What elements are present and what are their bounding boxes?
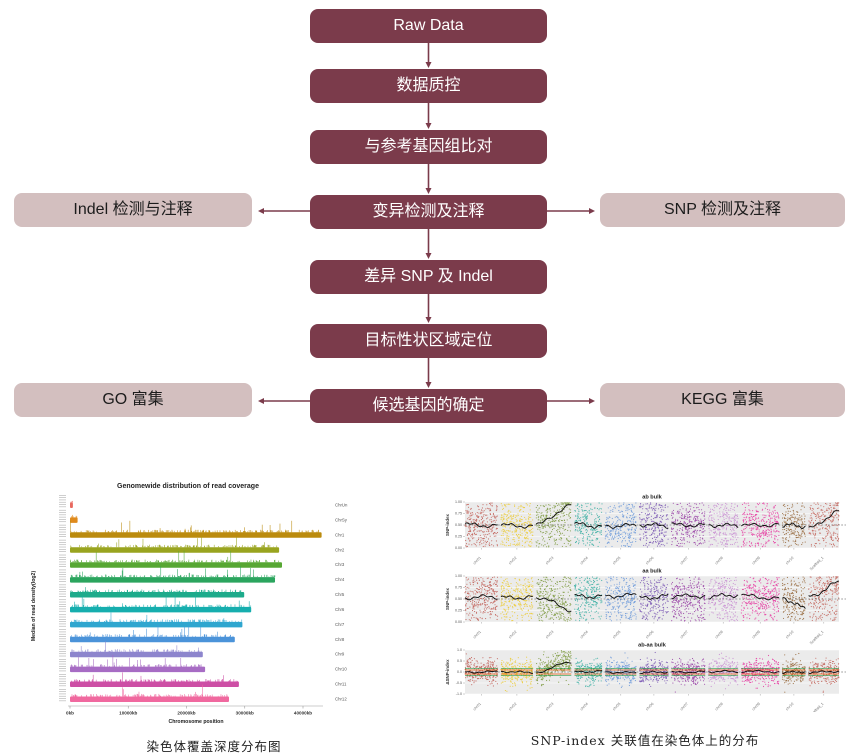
svg-text:Chr12: Chr12 — [335, 697, 347, 702]
flow-node-kegg: KEGG 富集 — [600, 383, 845, 417]
svg-text:1.00: 1.00 — [455, 574, 462, 578]
flow-arrows — [258, 43, 595, 404]
svg-text:30000kb: 30000kb — [236, 711, 254, 716]
svg-text:chr04: chr04 — [579, 702, 589, 712]
svg-text:chr02: chr02 — [508, 702, 518, 712]
svg-text:0.25: 0.25 — [455, 609, 462, 613]
snp-index-chart-canvas: ab bulk chr01 chr02 chr03 chr04 chr05 chr06 chr… — [445, 495, 846, 712]
snp-index-chart: ab bulk chr01 chr02 chr03 chr04 chr05 chr06 chr… — [443, 490, 847, 749]
svg-text:chr10: chr10 — [785, 556, 795, 566]
svg-text:chr10: chr10 — [785, 630, 795, 640]
svg-text:0.00: 0.00 — [455, 620, 462, 624]
svg-text:Chr10: Chr10 — [335, 667, 347, 672]
svg-text:0.5: 0.5 — [457, 659, 462, 663]
svg-text:chr08: chr08 — [714, 702, 724, 712]
svg-text:0.50: 0.50 — [455, 597, 462, 601]
svg-text:SNP-index: SNP-index — [445, 587, 450, 610]
svg-text:Chr6: Chr6 — [335, 607, 345, 612]
svg-text:chr02: chr02 — [508, 556, 518, 566]
svg-text:ab bulk: ab bulk — [642, 495, 662, 501]
flow-node-diff: 差异 SNP 及 Indel — [310, 260, 547, 294]
svg-text:0.75: 0.75 — [455, 512, 462, 516]
svg-text:Chr9: Chr9 — [335, 652, 345, 657]
svg-text:chr10: chr10 — [785, 702, 795, 712]
snp-index-chart-caption: SNP-index 关联值在染色体上的分布 — [530, 733, 760, 748]
svg-text:0.75: 0.75 — [455, 586, 462, 590]
flow-node-snp: SNP 检测及注释 — [600, 193, 845, 227]
svg-text:Chr5: Chr5 — [335, 592, 345, 597]
coverage-chart: Genomewide distribution of read coverage… — [28, 468, 400, 755]
svg-text:0.25: 0.25 — [455, 535, 462, 539]
flow-node-indel: Indel 检测与注释 — [14, 193, 252, 227]
svg-text:chr06: chr06 — [645, 556, 655, 566]
svg-text:Chr8: Chr8 — [335, 637, 345, 642]
svg-text:chr07: chr07 — [679, 702, 689, 712]
svg-text:1.0: 1.0 — [457, 648, 462, 652]
svg-text:chr08: chr08 — [714, 630, 724, 640]
svg-text:Chr7: Chr7 — [335, 622, 345, 627]
svg-text:chr07: chr07 — [679, 556, 689, 566]
svg-text:Scaffold_1: Scaffold_1 — [809, 702, 824, 712]
svg-text:-0.5: -0.5 — [456, 681, 462, 685]
svg-text:Scaffold_1: Scaffold_1 — [809, 630, 824, 645]
svg-text:-1.0: -1.0 — [456, 692, 462, 696]
svg-text:chr06: chr06 — [645, 702, 655, 712]
svg-text:Median of read density(log2): Median of read density(log2) — [31, 571, 37, 642]
svg-text:chr01: chr01 — [472, 702, 482, 712]
svg-text:chr03: chr03 — [545, 630, 555, 640]
svg-text:chr09: chr09 — [751, 556, 761, 566]
svg-text:Chromosome position: Chromosome position — [168, 719, 223, 725]
svg-text:chr04: chr04 — [579, 630, 589, 640]
coverage-chart-canvas: Genomewide distribution of read coverage… — [31, 483, 348, 725]
svg-text:0.00: 0.00 — [455, 546, 462, 550]
svg-text:chr09: chr09 — [751, 630, 761, 640]
svg-text:SNP-index: SNP-index — [445, 513, 450, 536]
svg-text:Genomewide distribution of rea: Genomewide distribution of read coverage — [117, 483, 259, 490]
svg-text:Chr1: Chr1 — [335, 532, 345, 537]
svg-text:chr06: chr06 — [645, 630, 655, 640]
flow-node-align: 与参考基因组比对 — [310, 130, 547, 164]
flow-node-raw-data: Raw Data — [310, 9, 547, 43]
svg-text:Chr2: Chr2 — [335, 547, 345, 552]
svg-text:ΔSNP-index: ΔSNP-index — [445, 659, 450, 685]
svg-text:chr05: chr05 — [612, 556, 622, 566]
flow-node-qc: 数据质控 — [310, 69, 547, 103]
svg-text:1.00: 1.00 — [455, 500, 462, 504]
svg-text:0kb: 0kb — [66, 711, 74, 716]
flow-node-candidate: 候选基因的确定 — [310, 389, 547, 423]
flow-node-region: 目标性状区域定位 — [310, 324, 547, 358]
svg-text:chr03: chr03 — [545, 702, 555, 712]
svg-text:ab-aa bulk: ab-aa bulk — [638, 643, 667, 649]
svg-text:chr02: chr02 — [508, 630, 518, 640]
svg-text:chr01: chr01 — [472, 556, 482, 566]
svg-text:chr08: chr08 — [714, 556, 724, 566]
svg-text:Chr3: Chr3 — [335, 562, 345, 567]
flow-node-go: GO 富集 — [14, 383, 252, 417]
svg-text:40000kb: 40000kb — [294, 711, 312, 716]
svg-text:10000kb: 10000kb — [119, 711, 137, 716]
svg-text:20000kb: 20000kb — [177, 711, 195, 716]
svg-text:Scaffold_1: Scaffold_1 — [809, 556, 824, 571]
svg-text:ChrUn: ChrUn — [335, 503, 348, 508]
svg-text:chr03: chr03 — [545, 556, 555, 566]
svg-text:chr01: chr01 — [472, 630, 482, 640]
svg-text:chr05: chr05 — [612, 630, 622, 640]
svg-text:Chr4: Chr4 — [335, 577, 345, 582]
svg-text:ChrSy: ChrSy — [335, 517, 348, 522]
svg-text:chr04: chr04 — [579, 556, 589, 566]
coverage-chart-caption: 染色体覆盖深度分布图 — [146, 739, 282, 754]
svg-text:chr07: chr07 — [679, 630, 689, 640]
svg-text:chr05: chr05 — [612, 702, 622, 712]
svg-text:chr09: chr09 — [751, 702, 761, 712]
svg-text:aa bulk: aa bulk — [642, 569, 662, 575]
svg-text:Chr11: Chr11 — [335, 682, 347, 687]
svg-text:0.50: 0.50 — [455, 523, 462, 527]
svg-text:0.0: 0.0 — [457, 670, 462, 674]
flow-node-variant: 变异检测及注释 — [310, 195, 547, 229]
